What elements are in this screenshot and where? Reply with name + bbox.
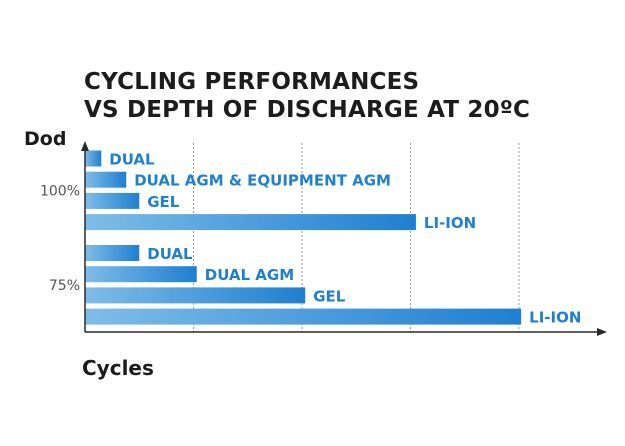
y-axis-label: Dod <box>24 128 67 150</box>
bar-label: DUAL <box>147 245 193 263</box>
chart-title: CYCLING PERFORMANCES VS DEPTH OF DISCHAR… <box>84 68 530 124</box>
chart-title-line-1: CYCLING PERFORMANCES <box>84 69 420 95</box>
bar-label: GEL <box>313 287 346 305</box>
bar-label: DUAL AGM & EQUIPMENT AGM <box>134 172 391 190</box>
bar-label: LI-ION <box>529 309 581 327</box>
bar <box>85 171 127 188</box>
bar <box>85 192 140 209</box>
bar-label: LI-ION <box>424 214 476 232</box>
y-tick-label: 100% <box>40 183 80 199</box>
bar-label: DUAL AGM <box>205 266 294 284</box>
bar <box>85 245 140 261</box>
labels-layer: DUAL DUAL AGM & EQUIPMENT AGM GEL LI-ION 100… <box>40 151 581 327</box>
bar <box>85 150 102 167</box>
axis-layer <box>81 141 607 336</box>
chart-title-line-2: VS DEPTH OF DISCHARGE AT 20ºC <box>84 97 531 123</box>
bars-layer <box>85 150 522 325</box>
bar-label: DUAL <box>109 151 155 169</box>
bar <box>85 308 522 325</box>
x-axis-label: Cycles <box>82 356 154 380</box>
y-axis-arrow <box>81 141 89 151</box>
y-tick-label: 75% <box>49 278 80 294</box>
bar <box>85 287 306 304</box>
x-axis-arrow <box>597 328 607 336</box>
bar <box>85 214 416 231</box>
bar <box>85 266 197 283</box>
bar-label: GEL <box>147 193 180 211</box>
